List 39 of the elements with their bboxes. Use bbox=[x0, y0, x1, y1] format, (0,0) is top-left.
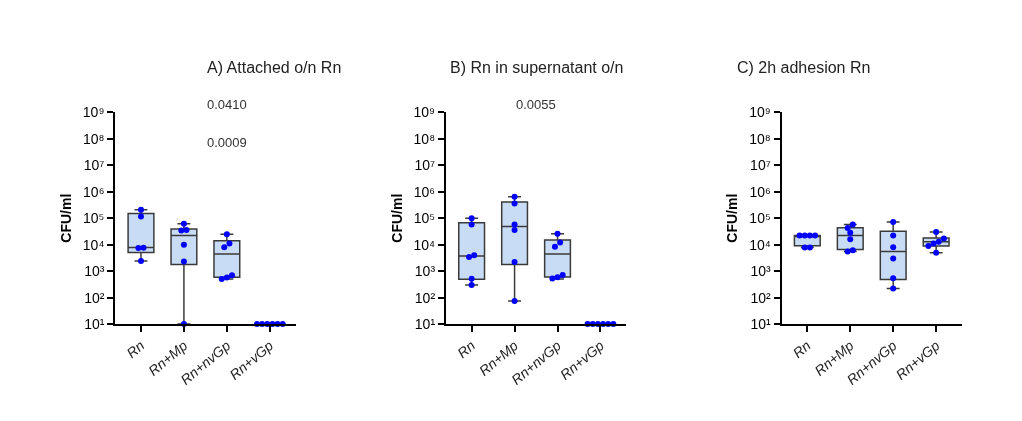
y-tick-label: 10⁷ bbox=[414, 157, 436, 174]
y-tick-label: 10⁹ bbox=[82, 104, 105, 121]
y-tick-label: 10¹ bbox=[414, 315, 436, 332]
y-axis-title: CFU/ml bbox=[724, 193, 741, 243]
y-tick-label: 10⁵ bbox=[413, 210, 436, 227]
y-tick-label: 10³ bbox=[84, 263, 105, 280]
chart-title: C) 2h adhesion Rn bbox=[737, 59, 871, 76]
y-tick-label: 10⁵ bbox=[83, 210, 105, 227]
y-tick-label: 10⁷ bbox=[83, 157, 105, 174]
y-tick-label: 10³ bbox=[414, 263, 436, 280]
x-tick-label: Rn bbox=[454, 337, 479, 362]
y-tick-label: 10⁴ bbox=[749, 236, 771, 253]
y-tick-label: 10⁷ bbox=[750, 157, 771, 174]
chart-title: B) Rn in supernatant o/n bbox=[450, 59, 624, 76]
y-tick-label: 10² bbox=[414, 289, 436, 306]
chart-title: A) Attached o/n Rn bbox=[207, 59, 342, 76]
text: 0.0410 bbox=[207, 97, 247, 112]
x-tick-label: Rn bbox=[123, 337, 148, 362]
y-tick-label: 10⁴ bbox=[413, 236, 436, 253]
y-tick-label: 10⁶ bbox=[413, 183, 436, 200]
y-tick-label: 10⁶ bbox=[749, 183, 771, 200]
y-tick-label: 10¹ bbox=[750, 315, 772, 332]
y-tick-label: 10⁸ bbox=[82, 130, 105, 147]
y-tick-label: 10⁵ bbox=[749, 210, 771, 227]
y-axis-title: CFU/ml bbox=[388, 193, 405, 243]
y-tick-label: 10² bbox=[84, 289, 105, 306]
y-tick-label: 10² bbox=[750, 289, 772, 306]
annotation: 0.0009 bbox=[207, 135, 247, 150]
y-tick-label: 10⁸ bbox=[413, 130, 436, 147]
y-tick-label: 10⁸ bbox=[749, 130, 771, 147]
y-tick-label: 10³ bbox=[750, 263, 772, 280]
text: 0.0055 bbox=[516, 97, 556, 112]
x-tick-label: Rn bbox=[789, 337, 814, 362]
y-tick-label: 10⁹ bbox=[749, 104, 771, 121]
y-tick-label: 10⁴ bbox=[82, 236, 105, 253]
y-tick-label: 10⁶ bbox=[83, 183, 105, 200]
y-tick-label: 10¹ bbox=[84, 315, 105, 332]
y-axis-title: CFU/ml bbox=[57, 193, 74, 243]
y-tick-label: 10⁹ bbox=[413, 104, 436, 121]
